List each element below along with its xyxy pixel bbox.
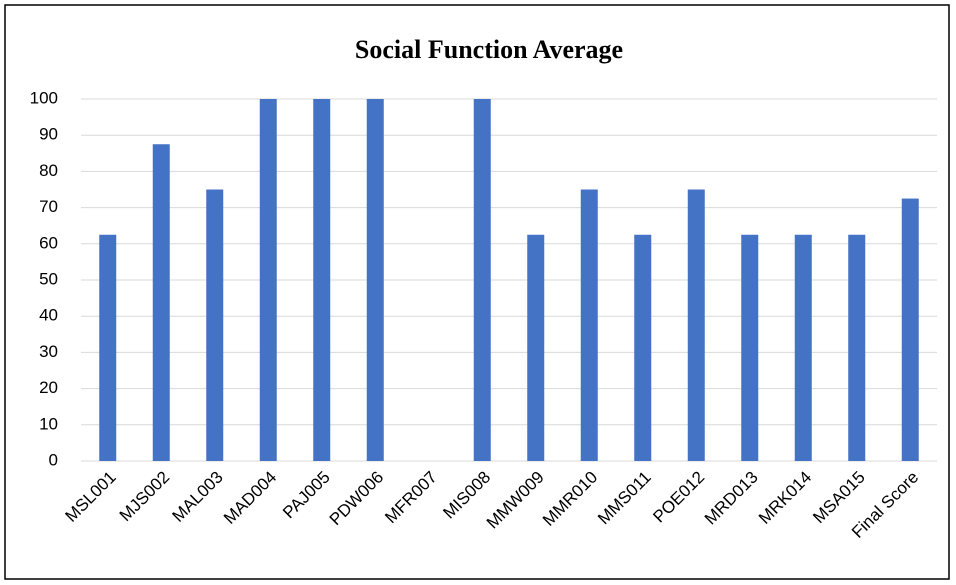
bar — [901, 198, 919, 462]
y-tick-label: 20 — [39, 378, 58, 397]
bar — [687, 189, 705, 461]
y-tick-label: 30 — [39, 342, 58, 361]
bar — [741, 234, 759, 461]
y-tick-label: 0 — [49, 450, 58, 469]
y-tick-label: 10 — [39, 414, 58, 433]
bar — [473, 99, 491, 461]
y-tick-label: 100 — [30, 88, 58, 107]
y-tick-label: 90 — [39, 125, 58, 144]
y-tick-label: 40 — [39, 306, 58, 325]
y-tick-label: 80 — [39, 161, 58, 180]
bar — [152, 144, 170, 461]
bar — [848, 234, 866, 461]
bar — [366, 99, 384, 461]
bar — [634, 234, 652, 461]
bar — [580, 189, 598, 461]
y-tick-label: 50 — [39, 269, 58, 288]
chart-title: Social Function Average — [355, 35, 623, 64]
bar — [313, 99, 331, 461]
bar — [259, 99, 277, 461]
bar — [794, 234, 812, 461]
bar — [99, 234, 117, 461]
bar — [206, 189, 224, 461]
bar — [527, 234, 545, 461]
y-tick-label: 60 — [39, 233, 58, 252]
y-tick-label: 70 — [39, 197, 58, 216]
